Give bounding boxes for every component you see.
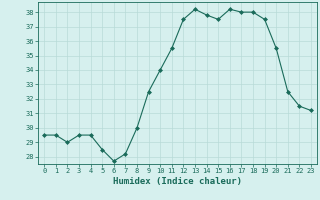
X-axis label: Humidex (Indice chaleur): Humidex (Indice chaleur) <box>113 177 242 186</box>
